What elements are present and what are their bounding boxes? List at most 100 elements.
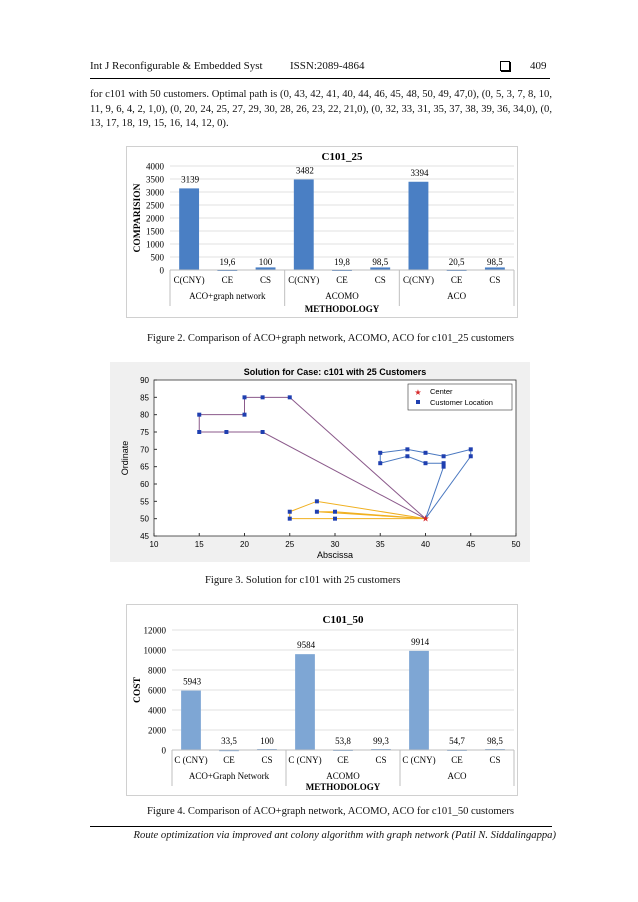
customer-marker — [333, 509, 337, 514]
customer-marker — [378, 461, 383, 466]
body-paragraph: for c101 with 50 customers. Optimal path… — [90, 89, 552, 130]
x-tick-label: CE — [336, 275, 348, 285]
data-label: 5943 — [183, 677, 202, 687]
customer-marker — [287, 509, 292, 514]
customer-marker — [441, 454, 446, 459]
customer-marker — [378, 450, 383, 455]
bar — [293, 179, 314, 270]
legend-center-marker: ★ — [414, 388, 421, 397]
x-tick-label: CS — [489, 275, 500, 285]
legend-customer-label: Customer Location — [430, 398, 493, 407]
x-tick-label: 10 — [150, 540, 159, 549]
x-tick-label: CS — [261, 755, 272, 765]
figure-3-chart: Solution for Case: c101 with 25 Customer… — [110, 362, 530, 562]
x-tick-label: 20 — [240, 540, 249, 549]
data-label: 3394 — [411, 168, 430, 178]
customer-marker — [333, 516, 337, 521]
y-tick-label: 500 — [151, 253, 165, 263]
y-tick-label: 4000 — [148, 706, 167, 716]
customer-marker — [441, 464, 446, 469]
figure-2-chart: C101_25 0 500 1000 1500 2000 2500 3000 3500 4000 3… — [126, 146, 518, 318]
bar — [409, 650, 429, 750]
data-label: 33,5 — [221, 736, 237, 746]
data-label: 98,5 — [487, 257, 503, 267]
y-tick-label: 10000 — [144, 646, 167, 656]
x-tick-label: C(CNY) — [403, 275, 434, 285]
x-axis-title: METHODOLOGY — [306, 782, 381, 792]
x-tick-label: C (CNY) — [174, 755, 207, 765]
y-tick-label: 85 — [140, 393, 149, 402]
x-tick-label: CE — [451, 755, 463, 765]
customer-marker — [287, 395, 292, 400]
route-line — [316, 511, 426, 520]
y-tick-label: 2000 — [146, 214, 165, 224]
x-tick-label: 50 — [512, 540, 521, 549]
bar — [179, 188, 200, 270]
route-line — [289, 500, 426, 520]
chart-title: Solution for Case: c101 with 25 Customer… — [244, 367, 427, 377]
customer-marker — [405, 447, 410, 452]
group-label: ACO — [447, 291, 467, 301]
bar — [255, 267, 276, 270]
y-tick-label: 50 — [140, 515, 149, 524]
figure-4-chart: C101_50 0 2000 4000 6000 8000 10000 12000 5943 C … — [126, 604, 518, 796]
y-axis-title: Ordinate — [120, 441, 130, 476]
x-tick-label: CS — [375, 275, 386, 285]
data-label: 54,7 — [449, 736, 465, 746]
footer-divider — [90, 826, 552, 827]
x-axis-title: Abscissa — [317, 550, 353, 560]
customer-marker — [260, 395, 265, 400]
customer-marker — [197, 430, 202, 434]
x-tick-label: 15 — [195, 540, 204, 549]
bar — [484, 267, 505, 270]
journal-name: Int J Reconfigurable & Embedded Syst — [90, 60, 263, 72]
chart-title: C101_25 — [322, 151, 363, 163]
legend-customer-marker — [416, 400, 420, 404]
figure-2-caption: Figure 2. Comparison of ACO+graph networ… — [147, 333, 515, 344]
customer-marker — [314, 499, 319, 504]
header-divider — [90, 78, 550, 79]
x-tick-label: CS — [375, 755, 386, 765]
x-tick-label: C(CNY) — [288, 275, 319, 285]
y-tick-label: 1000 — [146, 240, 165, 250]
y-tick-label: 75 — [140, 428, 149, 437]
customer-marker — [423, 450, 428, 455]
customer-marker — [405, 454, 410, 459]
y-tick-label: 0 — [160, 266, 165, 276]
x-tick-label: 30 — [331, 540, 340, 549]
x-tick-label: 40 — [421, 540, 430, 549]
customer-marker — [423, 461, 428, 466]
data-label: 98,5 — [487, 736, 503, 746]
data-label: 99,3 — [373, 736, 389, 746]
group-label: ACO+Graph Network — [189, 771, 270, 781]
customer-marker — [468, 447, 473, 452]
x-tick-label: C (CNY) — [288, 755, 321, 765]
y-tick-label: 65 — [140, 463, 149, 472]
customer-marker — [197, 412, 202, 417]
customer-marker — [287, 516, 292, 521]
bar — [295, 654, 315, 750]
x-tick-label: CS — [489, 755, 500, 765]
bar — [408, 181, 429, 270]
bar — [181, 690, 201, 750]
y-tick-label: 12000 — [144, 626, 167, 636]
data-label: 98,5 — [372, 257, 388, 267]
x-tick-label: C (CNY) — [402, 755, 435, 765]
legend-box — [407, 383, 513, 411]
figure-3-caption: Figure 3. Solution for c101 with 25 cust… — [205, 575, 401, 586]
x-tick-label: CE — [337, 755, 349, 765]
x-tick-label: 25 — [285, 540, 294, 549]
group-label: ACO — [447, 771, 467, 781]
group-label: ACO+graph network — [189, 291, 266, 301]
y-tick-label: 6000 — [148, 686, 167, 696]
legend-center-label: Center — [430, 387, 453, 396]
customer-marker — [242, 395, 247, 400]
y-tick-label: 3500 — [146, 175, 165, 185]
chart-title: C101_50 — [323, 614, 364, 626]
customer-marker — [260, 430, 265, 434]
y-tick-label: 90 — [140, 376, 149, 385]
y-tick-label: 8000 — [148, 666, 167, 676]
customer-marker — [314, 509, 319, 514]
x-tick-label: CE — [222, 275, 234, 285]
y-axis-title: COST — [133, 676, 143, 703]
